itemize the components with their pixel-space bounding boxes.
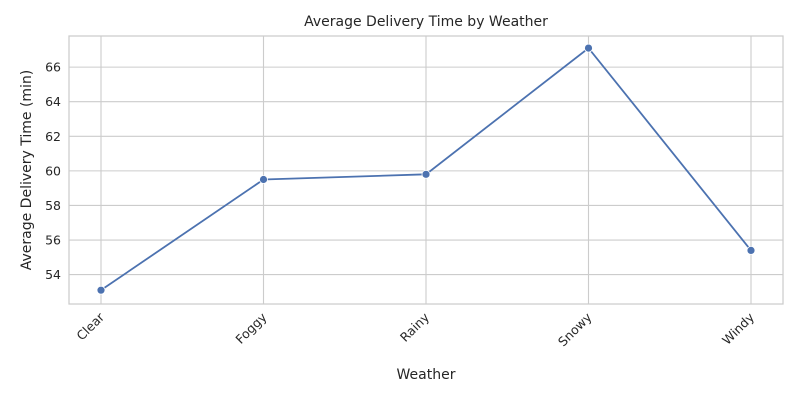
y-tick-label: 64 [45,94,61,109]
plot-frame [68,35,784,305]
data-point [584,43,593,53]
series-layer [96,43,756,295]
chart-title: Average Delivery Time by Weather [304,14,548,30]
y-tick-label: 56 [45,233,61,248]
y-tick-label: 62 [45,129,61,144]
y-axis-label: Average Delivery Time (min) [19,70,35,271]
y-tick-label: 54 [45,267,61,282]
data-point [746,245,756,255]
x-axis-label: Weather [397,367,456,383]
grid-layer [69,36,783,304]
data-point [259,175,268,184]
data-point [96,285,106,295]
data-point [421,169,431,179]
y-tick-label: 66 [45,60,61,75]
y-tick-label: 60 [45,163,61,178]
y-tick-label: 58 [45,198,61,213]
